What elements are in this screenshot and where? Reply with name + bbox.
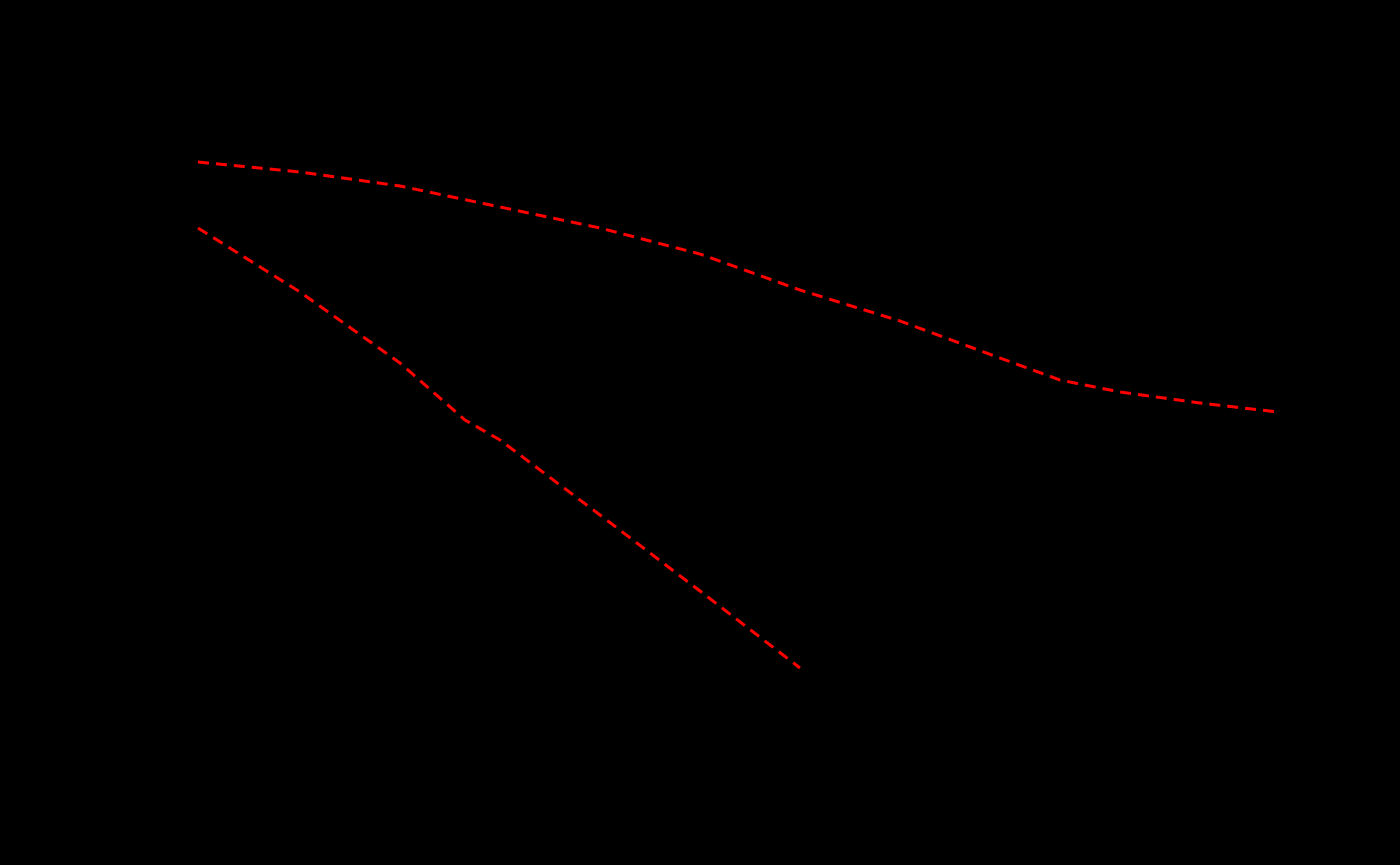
upper-dashed-curve	[197, 160, 1279, 414]
lower-dashed-curve	[197, 226, 801, 670]
